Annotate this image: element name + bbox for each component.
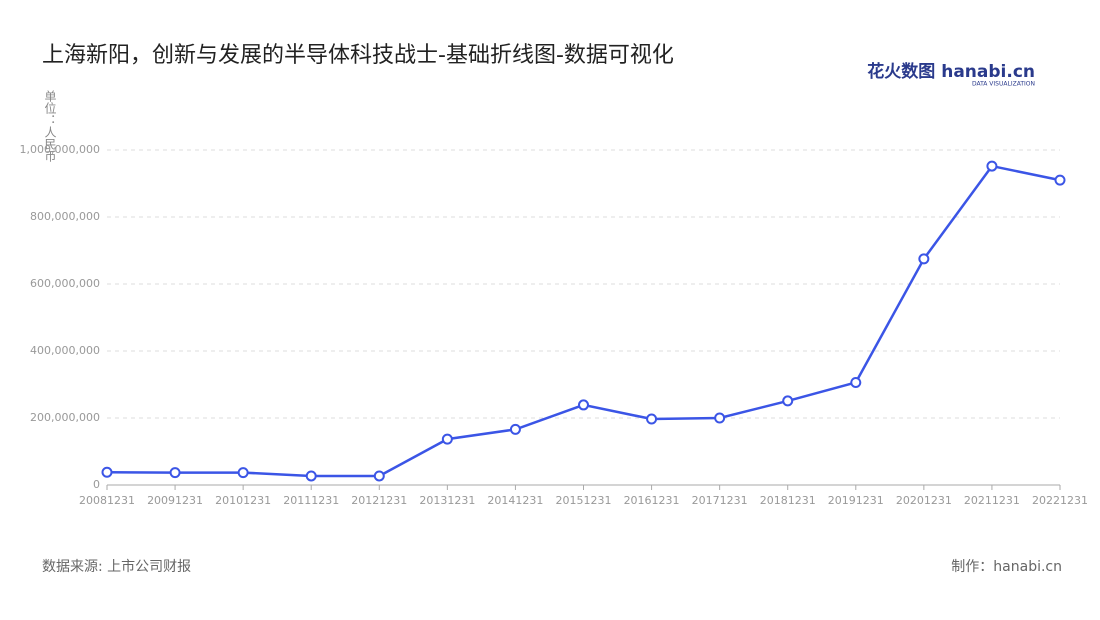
point [509,423,521,435]
point [305,470,317,482]
x-tick-label: 20161231 [624,494,680,507]
point [169,467,181,479]
point [850,376,862,388]
source: 数据来源: 上市公司财报 [42,558,191,575]
x-tick-label: 20121231 [351,494,407,507]
x-tick-label: 20221231 [1032,494,1088,507]
point [237,467,249,479]
point [646,413,658,425]
x-tick-label: 20101231 [215,494,271,507]
credit: 制作：hanabi.cn [951,559,1062,575]
point [1054,174,1066,186]
point [101,466,113,478]
x-tick-label: 20091231 [147,494,203,507]
point [578,399,589,411]
y-tick-label: 600,000,000 [30,277,100,290]
x-tick-label: 20151231 [556,494,612,507]
y-tick-label: 400,000,000 [30,344,100,357]
point [714,412,726,424]
y-tick-label: 0 [93,478,100,491]
point [373,470,385,482]
x-tick-label: 20081231 [79,494,135,507]
x-tick-label: 20191231 [828,494,884,507]
y-tick-label: 800,000,000 [30,210,100,223]
y-tick-label: 200,000,000 [30,411,100,424]
y-axis-label: 单位：人民币 [43,90,57,162]
point [782,395,794,407]
point [441,433,453,445]
line [106,164,1061,478]
x-tick-label: 20181231 [760,494,816,507]
point [986,160,998,172]
logo-subtitle: DATA VISUALIZATION [972,81,1035,88]
x-tick-label: 20111231 [283,494,339,507]
x-tick-label: 20141231 [487,494,543,507]
y-tick-label: 1,000,000,000 [20,143,100,156]
x-tick-label: 20131231 [419,494,475,507]
logo: 花火数图 hanabi.cn [867,61,1035,82]
x-tick-label: 20201231 [896,494,952,507]
chart-title: 上海新阳，创新与发展的半导体科技战士-基础折线图-数据可视化 [42,43,674,68]
x-tick-label: 20211231 [964,494,1020,507]
point [918,253,930,265]
x-tick-label: 20171231 [692,494,748,507]
